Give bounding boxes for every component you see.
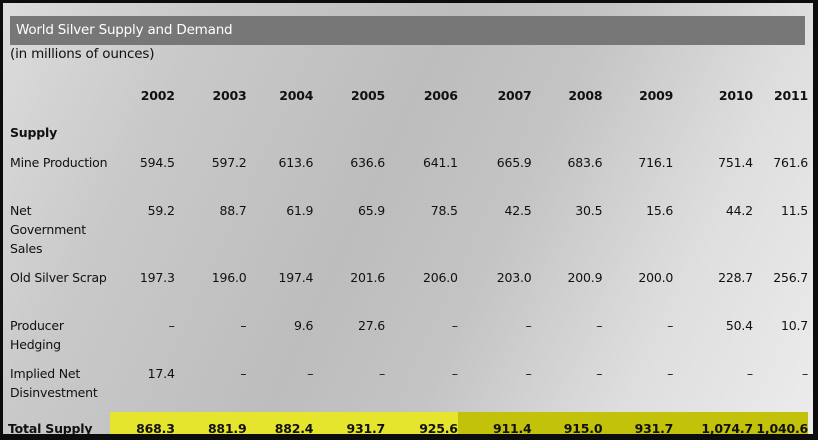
table-cell: 200.9	[567, 270, 603, 285]
table-cell: 196.0	[211, 270, 247, 285]
table-cell: 597.2	[211, 155, 247, 170]
total-cell: 931.7	[602, 412, 673, 434]
table-cell: 27.6	[358, 318, 386, 333]
table-cell: 61.9	[286, 203, 314, 218]
year-header-row: 2002 2003 2004 2005 2006 2007 2008 2009 …	[8, 83, 808, 121]
year-header: 2002	[140, 88, 175, 103]
year-header: 2005	[351, 88, 386, 103]
row-label: Producer Hedging	[10, 318, 64, 352]
total-cell: 1,040.6	[752, 412, 808, 434]
total-cell: 911.4	[457, 412, 532, 434]
section-row: Supply	[8, 121, 808, 153]
page-frame: World Silver Supply and Demand (in milli…	[3, 3, 813, 434]
table-cell: 78.5	[430, 203, 458, 218]
table-cell: 9.6	[294, 318, 314, 333]
table-cell: –	[525, 366, 532, 381]
table-cell: –	[451, 366, 458, 381]
table-cell: 256.7	[773, 270, 808, 285]
total-cell: 925.6	[385, 412, 458, 434]
table-cell: 751.4	[718, 155, 753, 170]
year-header: 2003	[212, 88, 247, 103]
table-cell: 200.0	[638, 270, 674, 285]
table-cell: 59.2	[147, 203, 175, 218]
table-row: Mine Production 594.5 597.2 613.6 636.6 …	[8, 153, 808, 201]
table-cell: 88.7	[219, 203, 247, 218]
table-cell: –	[525, 318, 532, 333]
table-cell: 11.5	[780, 203, 808, 218]
row-label: Mine Production	[10, 155, 108, 170]
table-cell: –	[667, 366, 674, 381]
table-row: Old Silver Scrap 197.3 196.0 197.4 201.6…	[8, 268, 808, 316]
table-cell: 197.4	[278, 270, 314, 285]
table-cell: –	[667, 318, 674, 333]
table-cell: 65.9	[358, 203, 386, 218]
table-cell: –	[378, 366, 386, 381]
total-cell: 915.0	[531, 412, 603, 434]
table-title: World Silver Supply and Demand	[10, 16, 805, 45]
table-cell: 665.9	[496, 155, 532, 170]
table-cell: 636.6	[350, 155, 386, 170]
table-cell: –	[801, 366, 808, 381]
total-cell: 931.7	[313, 412, 385, 434]
table-cell: 613.6	[278, 155, 314, 170]
units-subtitle: (in millions of ounces)	[10, 46, 155, 62]
row-label: Net Government Sales	[10, 203, 86, 256]
table-cell: –	[307, 366, 314, 381]
total-cell: 881.9	[174, 412, 247, 434]
table-cell: –	[451, 318, 458, 333]
table-cell: 50.4	[725, 318, 753, 333]
table-cell: 30.5	[575, 203, 603, 218]
table-cell: –	[596, 366, 603, 381]
table-cell: –	[168, 318, 175, 333]
table-cell: –	[240, 318, 247, 333]
table-cell: 44.2	[725, 203, 753, 218]
table-cell: –	[240, 366, 247, 381]
table-cell: 17.4	[147, 366, 175, 381]
total-label: Total Supply	[8, 421, 93, 434]
silver-supply-table: 2002 2003 2004 2005 2006 2007 2008 2009 …	[8, 83, 808, 434]
table-row: Implied Net Disinvestment 17.4 – – – – –…	[8, 364, 808, 412]
table-cell: 594.5	[139, 155, 175, 170]
total-cell: 882.4	[246, 412, 313, 434]
table-cell: 641.1	[423, 155, 458, 170]
year-header: 2004	[279, 88, 314, 103]
year-header: 2007	[497, 88, 532, 103]
table-cell: 42.5	[504, 203, 532, 218]
table-row: Producer Hedging – – 9.6 27.6 – – – – 50…	[8, 316, 808, 364]
table-cell: 203.0	[496, 270, 532, 285]
table-cell: 197.3	[139, 270, 175, 285]
table-cell: –	[596, 318, 603, 333]
year-header: 2011	[774, 88, 808, 103]
year-header: 2010	[718, 88, 753, 103]
table-cell: 15.6	[646, 203, 674, 218]
table-row: Net Government Sales 59.2 88.7 61.9 65.9…	[8, 201, 808, 268]
table-cell: 761.6	[773, 155, 808, 170]
table-cell: 716.1	[638, 155, 674, 170]
section-label: Supply	[10, 125, 58, 140]
year-header: 2009	[639, 88, 674, 103]
total-cell: 868.3	[109, 412, 175, 434]
total-cell: 1,074.7	[673, 412, 753, 434]
row-label: Implied Net Disinvestment	[10, 366, 98, 400]
table-cell: 201.6	[350, 270, 386, 285]
table-cell: 228.7	[718, 270, 753, 285]
year-header: 2006	[423, 88, 458, 103]
row-label: Old Silver Scrap	[10, 270, 107, 285]
table-cell: –	[746, 366, 753, 381]
table-cell: 683.6	[567, 155, 603, 170]
total-supply-row: Total Supply 868.3 881.9 882.4 931.7 925…	[8, 412, 808, 434]
year-header: 2008	[568, 88, 603, 103]
header-spacer	[8, 83, 110, 121]
table-cell: 206.0	[423, 270, 458, 285]
table-cell: 10.7	[780, 318, 808, 333]
